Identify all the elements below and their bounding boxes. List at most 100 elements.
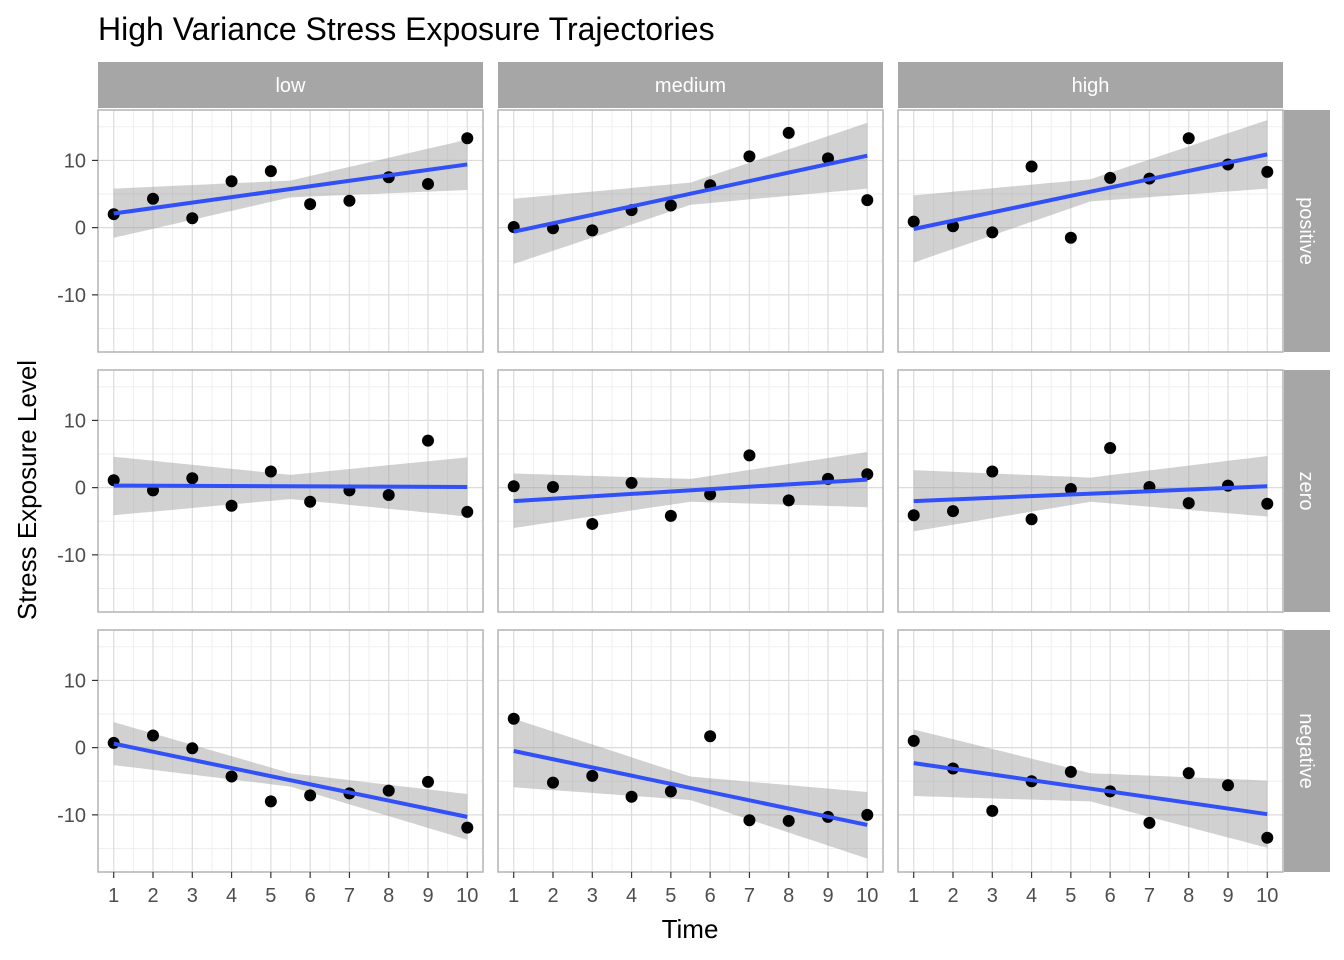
data-point bbox=[861, 194, 874, 207]
x-tick-label: 4 bbox=[226, 885, 237, 907]
x-tick-label: 5 bbox=[665, 885, 676, 907]
x-tick-label: 1 bbox=[908, 885, 919, 907]
data-point bbox=[704, 730, 717, 743]
row-strip-zero bbox=[1284, 370, 1330, 612]
x-tick-label: 8 bbox=[783, 885, 794, 907]
data-point bbox=[664, 785, 677, 798]
x-tick-label: 3 bbox=[187, 885, 198, 907]
x-tick-label: 4 bbox=[626, 885, 637, 907]
panel-medium-negative bbox=[497, 629, 884, 873]
data-point bbox=[625, 790, 638, 803]
data-point bbox=[1064, 231, 1077, 244]
data-point bbox=[664, 199, 677, 212]
column-strip-label: medium bbox=[655, 75, 726, 97]
panel-medium-zero bbox=[497, 369, 884, 613]
panel-border bbox=[497, 109, 884, 353]
data-point bbox=[461, 132, 474, 145]
panel-border bbox=[497, 369, 884, 613]
x-tick-label: 3 bbox=[587, 885, 598, 907]
data-point bbox=[343, 194, 356, 207]
x-tick-label: 6 bbox=[305, 885, 316, 907]
data-point bbox=[264, 165, 277, 178]
panel-low-negative bbox=[97, 629, 484, 873]
y-tick-label: 10 bbox=[64, 670, 86, 692]
data-point bbox=[264, 465, 277, 478]
column-strip-medium bbox=[498, 62, 883, 108]
panel-high-zero bbox=[897, 369, 1284, 613]
data-point bbox=[782, 126, 795, 139]
x-tick-label: 8 bbox=[383, 885, 394, 907]
data-point bbox=[586, 769, 599, 782]
data-point bbox=[986, 226, 999, 239]
data-point bbox=[907, 509, 920, 522]
panel-medium-positive bbox=[497, 109, 884, 353]
panel-border bbox=[497, 629, 884, 873]
y-tick-label: 0 bbox=[75, 478, 86, 500]
data-point bbox=[461, 821, 474, 834]
chart-title: High Variance Stress Exposure Trajectori… bbox=[98, 11, 715, 47]
data-point bbox=[186, 742, 199, 755]
row-strip-label: negative bbox=[1295, 713, 1317, 789]
data-point bbox=[907, 215, 920, 228]
data-point bbox=[225, 499, 238, 512]
x-tick-label: 2 bbox=[947, 885, 958, 907]
x-tick-label: 10 bbox=[456, 885, 478, 907]
data-point bbox=[1143, 816, 1156, 829]
data-point bbox=[186, 472, 199, 485]
data-point bbox=[304, 495, 317, 508]
data-point bbox=[664, 509, 677, 522]
data-point bbox=[507, 480, 520, 493]
x-tick-label: 2 bbox=[547, 885, 558, 907]
trend-line bbox=[113, 741, 468, 819]
y-tick-label: -10 bbox=[57, 805, 86, 827]
x-tick-label: 7 bbox=[744, 885, 755, 907]
data-point bbox=[743, 150, 756, 163]
x-tick-label: 1 bbox=[108, 885, 119, 907]
panel-high-positive bbox=[897, 109, 1284, 353]
data-point bbox=[304, 198, 317, 211]
column-strip-label: high bbox=[1072, 75, 1110, 97]
data-point bbox=[861, 808, 874, 821]
data-point bbox=[107, 474, 120, 487]
x-tick-label: 8 bbox=[1183, 885, 1194, 907]
data-point bbox=[1261, 497, 1274, 510]
data-point bbox=[304, 789, 317, 802]
facet-grid: low medium highpositivezeronegative-10010-… bbox=[57, 62, 1330, 907]
x-tick-label: 5 bbox=[1065, 885, 1076, 907]
data-point bbox=[1182, 132, 1195, 145]
data-point bbox=[422, 177, 434, 190]
x-tick-label: 7 bbox=[1144, 885, 1155, 907]
data-point bbox=[382, 784, 395, 797]
x-tick-label: 9 bbox=[1222, 885, 1233, 907]
data-point bbox=[1182, 767, 1195, 780]
y-tick-label: 0 bbox=[75, 738, 86, 760]
data-point bbox=[225, 175, 238, 188]
row-strip-label: zero bbox=[1295, 472, 1317, 511]
x-tick-label: 10 bbox=[1256, 885, 1278, 907]
data-point bbox=[147, 192, 159, 205]
data-point bbox=[986, 465, 999, 478]
data-point bbox=[861, 468, 874, 481]
data-point bbox=[947, 505, 959, 518]
data-point bbox=[461, 505, 474, 518]
data-point bbox=[547, 480, 559, 493]
trend-line bbox=[113, 162, 468, 216]
panel-border bbox=[897, 369, 1284, 613]
x-tick-label: 6 bbox=[705, 885, 716, 907]
data-point bbox=[625, 476, 638, 489]
x-tick-label: 9 bbox=[822, 885, 833, 907]
x-axis-title: Time bbox=[662, 914, 719, 944]
y-tick-label: 10 bbox=[64, 410, 86, 432]
panel-high-negative bbox=[897, 629, 1284, 873]
x-tick-label: 6 bbox=[1105, 885, 1116, 907]
trend-line bbox=[513, 153, 868, 234]
panel-low-zero bbox=[97, 369, 484, 613]
data-point bbox=[1182, 497, 1195, 510]
data-point bbox=[782, 494, 795, 507]
y-tick-label: -10 bbox=[57, 285, 86, 307]
y-tick-label: 10 bbox=[64, 150, 86, 172]
row-strip-label: positive bbox=[1295, 197, 1317, 265]
data-point bbox=[743, 814, 756, 827]
data-point bbox=[225, 770, 238, 783]
